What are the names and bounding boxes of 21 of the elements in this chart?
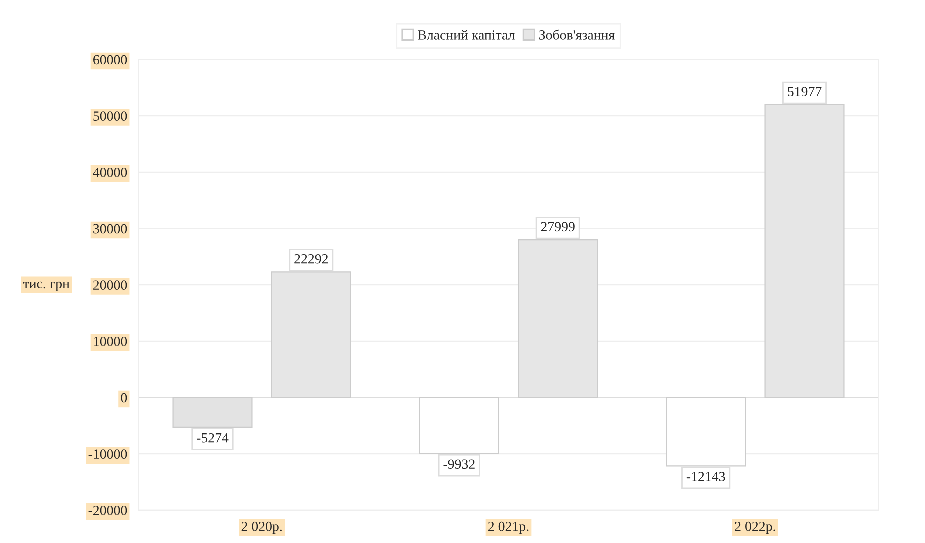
y-tick-label: -20000	[88, 506, 128, 516]
x-tick-label: 2 020р.	[242, 522, 282, 534]
y-axis-title: тис. грн	[23, 282, 70, 292]
data-label: -12143	[686, 472, 726, 482]
data-label: -5274	[197, 433, 229, 443]
legend-label: Власний капітал	[418, 30, 515, 40]
y-tick-label: 50000	[94, 112, 128, 122]
data-label: -9932	[444, 460, 475, 470]
data-label: 27999	[541, 222, 575, 232]
data-label: 22292	[294, 254, 328, 264]
y-tick-label: 0	[121, 393, 128, 403]
legend-label: Зобов'язання	[540, 30, 615, 40]
y-tick-label: 20000	[94, 280, 128, 290]
y-tick-label: 40000	[93, 168, 128, 178]
x-tick-label: 2 022р.	[735, 522, 776, 534]
x-tick-label: 2 021р.	[488, 522, 529, 534]
y-tick-label: 30000	[94, 224, 128, 234]
y-tick-label: 10000	[94, 336, 128, 346]
y-tick-label: -10000	[88, 450, 128, 460]
y-tick-label: 60000	[94, 55, 128, 65]
data-label: 51977	[788, 87, 822, 97]
